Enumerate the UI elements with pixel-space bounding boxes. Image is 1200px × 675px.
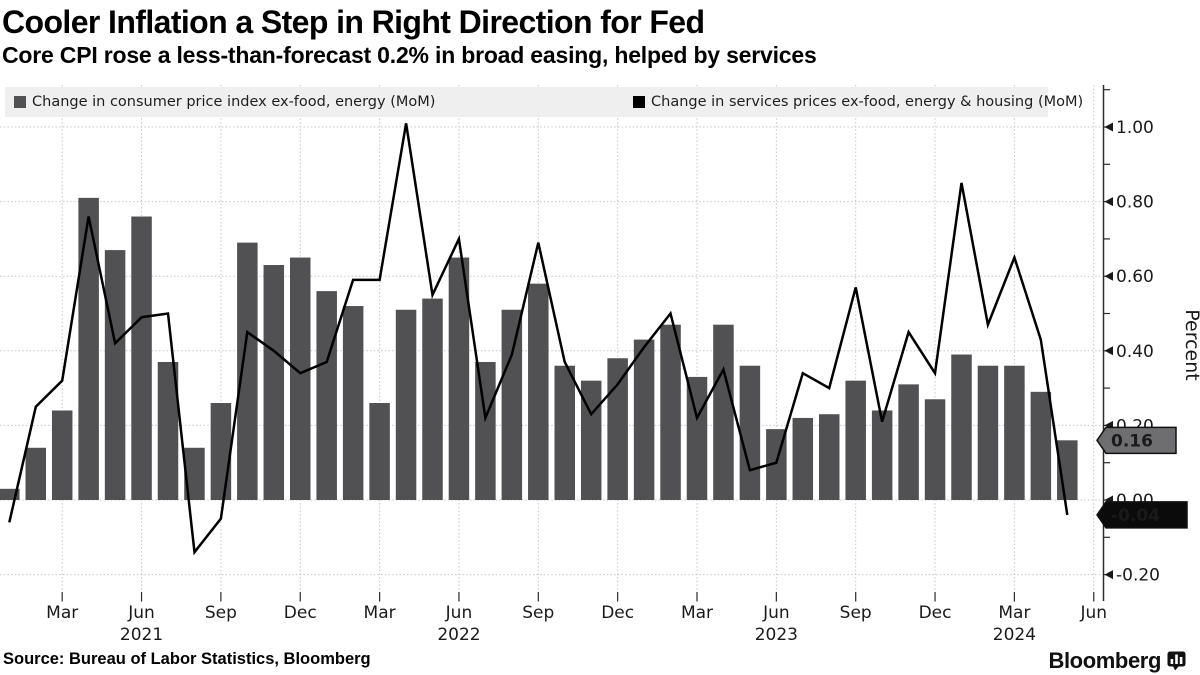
line-series-swatch-icon [633, 96, 645, 108]
bar-Jan-2023 [633, 339, 655, 500]
bar-Dec-2022 [607, 358, 628, 500]
bar-Sep-2022 [528, 283, 549, 500]
bar-Dec-2023 [924, 399, 946, 500]
bar-Nov-2022 [580, 380, 602, 500]
bloomberg-logo-text: Bloomberg [1048, 648, 1161, 673]
bar-Aug-2023 [819, 414, 840, 500]
bar-Nov-2021 [263, 265, 285, 500]
y-tick-label: 0.80 [1116, 193, 1154, 213]
legend-label-services: Change in services prices ex-food, energ… [651, 94, 1084, 110]
x-year-label: 2022 [437, 625, 480, 645]
bar-Oct-2023 [871, 410, 893, 500]
badge-value: 0.16 [1111, 431, 1153, 451]
bar-Feb-2024 [977, 365, 999, 500]
x-tick-label: Mar [46, 603, 78, 623]
bar-Nov-2023 [898, 384, 919, 500]
bar-Jul-2023 [792, 417, 814, 500]
x-tick-label: Jun [1079, 603, 1107, 623]
bar-May-2023 [739, 365, 761, 500]
y-axis-title: Percent [1181, 309, 1200, 381]
bar-Mar-2022 [369, 403, 390, 500]
x-year-label: 2024 [993, 625, 1036, 645]
badge-0.16 [1096, 426, 1177, 455]
latest-value-badges: 0.16 -0.04 [1096, 426, 1188, 529]
legend-item-services: Change in services prices ex-food, energ… [633, 87, 1083, 117]
bloomberg-logo: Bloomberg [1048, 648, 1186, 674]
x-tick-label: Sep [205, 603, 237, 623]
x-tick-label: Jun [127, 603, 155, 623]
page-title: Cooler Inflation a Step in Right Directi… [2, 4, 705, 40]
badge-value: -0.04 [1111, 506, 1160, 526]
bar-Feb-2023 [660, 324, 681, 500]
y-tick-label: 0.60 [1116, 267, 1154, 287]
bar-series [0, 197, 1078, 500]
x-tick-label: Jun [762, 603, 790, 623]
bar-Jan-2024 [951, 354, 972, 500]
y-tick-label: -0.20 [1116, 566, 1160, 586]
legend-label-core-cpi: Change in consumer price index ex-food, … [32, 94, 436, 110]
bar-Mar-2024 [1004, 365, 1025, 500]
chart-legend: Change in consumer price index ex-food, … [5, 87, 1083, 117]
bar-Aug-2021 [184, 447, 205, 500]
bar-Oct-2021 [237, 242, 258, 500]
bar-series-swatch-icon [14, 96, 26, 108]
legend-item-core-cpi: Change in consumer price index ex-food, … [14, 87, 435, 117]
bar-Oct-2022 [554, 365, 575, 500]
bloomberg-chart-bubble-icon [1167, 651, 1186, 671]
x-year-label: 2023 [755, 625, 798, 645]
bar-Aug-2022 [501, 309, 523, 500]
bar-Jun-2022 [448, 257, 470, 500]
x-tick-label: Sep [840, 603, 872, 623]
bar-Mar-2023 [686, 376, 708, 500]
x-tick-label: Sep [522, 603, 554, 623]
bar-Mar-2021 [51, 410, 73, 500]
source-note: Source: Bureau of Labor Statistics, Bloo… [3, 650, 371, 668]
bar-May-2022 [422, 298, 443, 500]
bar-Apr-2021 [78, 197, 99, 500]
bar-Sep-2021 [210, 403, 232, 500]
badge--0.04 [1096, 501, 1188, 529]
x-tick-label: Dec [601, 603, 634, 623]
x-tick-label: Dec [284, 603, 317, 623]
bar-Dec-2021 [290, 257, 311, 500]
y-tick-label: 0.40 [1116, 342, 1154, 362]
x-tick-label: Mar [681, 603, 713, 623]
bar-Jan-2021 [0, 488, 20, 500]
bar-May-2021 [104, 250, 126, 500]
bar-Apr-2024 [1030, 391, 1052, 500]
x-tick-label: Dec [919, 603, 952, 623]
bar-Jul-2021 [157, 361, 179, 500]
x-tick-label: Jun [445, 603, 473, 623]
x-year-label: 2021 [120, 625, 163, 645]
bar-Sep-2023 [845, 380, 866, 500]
bar-Feb-2022 [342, 306, 364, 500]
x-tick-label: Mar [364, 603, 396, 623]
line-series [8, 123, 1069, 556]
bar-Apr-2023 [713, 324, 734, 500]
y-tick-label: 1.00 [1116, 118, 1154, 138]
bar-Jun-2021 [131, 216, 152, 500]
x-tick-label: Mar [998, 603, 1030, 623]
page-subtitle: Core CPI rose a less-than-forecast 0.2% … [2, 42, 817, 68]
bar-Apr-2022 [395, 309, 417, 500]
bar-Jan-2022 [316, 291, 337, 500]
bar-Feb-2021 [25, 447, 46, 500]
gridlines [0, 85, 1103, 601]
bar-Jul-2022 [475, 361, 496, 500]
